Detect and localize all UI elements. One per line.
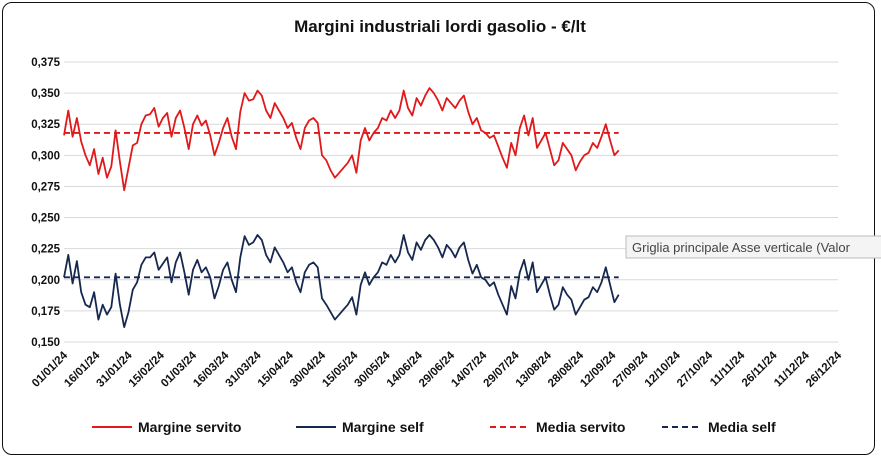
y-tick-label: 0,325 xyxy=(31,119,60,131)
x-tick-label: 27/10/24 xyxy=(675,349,716,390)
y-axis: 0,375 0,350 0,325 0,300 0,275 0,250 0,225 0,200… xyxy=(31,57,60,349)
x-tick-label: 26/12/24 xyxy=(804,349,845,390)
y-tick-label: 0,250 xyxy=(31,213,60,225)
chart-title: Margini industriali lordi gasolio - €/lt xyxy=(294,17,586,36)
series-group xyxy=(63,87,620,329)
x-axis: 01/01/2416/01/2431/01/2415/02/2401/03/24… xyxy=(30,349,845,390)
legend-label: Margine self xyxy=(342,419,424,435)
y-tick-label: 0,200 xyxy=(31,275,60,287)
y-tick-label: 0,300 xyxy=(31,150,60,162)
y-tick-label: 0,175 xyxy=(31,306,60,318)
legend-label: Media servito xyxy=(536,419,625,435)
tooltip-box xyxy=(625,235,881,259)
y-tick-label: 0,225 xyxy=(31,244,60,256)
y-tick-label: 0,150 xyxy=(31,337,60,349)
series-line-margine-self xyxy=(63,234,620,329)
legend: Margine servito Margine self Media servito… xyxy=(92,419,776,435)
series-line-margine-servito xyxy=(63,87,620,192)
tooltip: Griglia principale Asse verticale (Valor xyxy=(625,235,881,259)
tooltip-text: Griglia principale Asse verticale (Valor xyxy=(632,240,851,255)
legend-label: Media self xyxy=(708,419,776,435)
y-tick-label: 0,275 xyxy=(31,181,60,193)
chart-frame xyxy=(2,2,875,455)
y-tick-label: 0,375 xyxy=(31,57,60,69)
y-tick-label: 0,350 xyxy=(31,88,60,100)
legend-label: Margine servito xyxy=(138,419,241,435)
